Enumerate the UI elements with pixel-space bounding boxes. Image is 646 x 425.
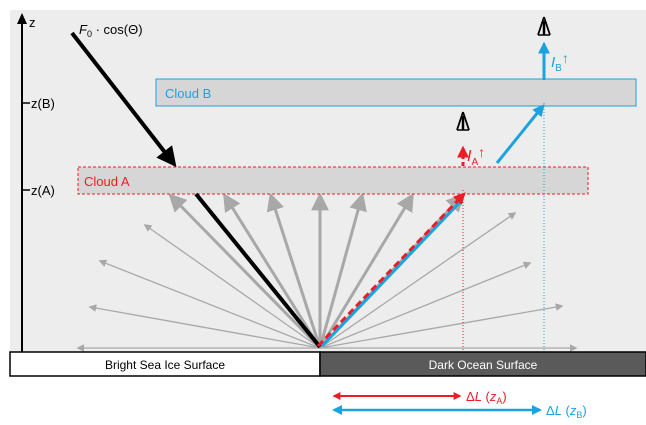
path-b-between-clouds	[495, 104, 545, 164]
offset-b-label: ΔL (zB)	[546, 403, 587, 420]
z-tick-a-label: z(A)	[31, 183, 55, 198]
z-axis-label: z	[29, 15, 36, 30]
cloud-a-label: Cloud A	[84, 174, 130, 189]
scatter-ray	[143, 224, 321, 349]
scatter-ray	[266, 192, 322, 349]
path-a-reflected	[316, 192, 466, 348]
scatter-ray	[98, 259, 321, 349]
incident-beam-upper	[70, 31, 177, 168]
offset-a-label: ΔL (zA)	[466, 389, 507, 406]
scatter-ray	[319, 261, 532, 349]
scatter-ray	[319, 212, 517, 349]
scatter-ray	[318, 192, 414, 349]
scatter-ray	[168, 193, 322, 350]
radiance-a-label: IA↑	[467, 144, 485, 168]
path-b-reflected	[320, 198, 464, 348]
radiance-b-label: IB↑	[551, 50, 569, 74]
ocean-surface-label: Dark Ocean Surface	[429, 358, 538, 372]
sea-ice-surface-label: Bright Sea Ice Surface	[105, 358, 225, 372]
scatter-ray	[88, 304, 321, 349]
incident-beam-lower	[194, 192, 322, 349]
z-tick-b-label: z(B)	[31, 96, 55, 111]
scatter-ray	[223, 192, 322, 349]
cloud-b-label: Cloud B	[165, 86, 211, 101]
incident-flux-label: F0 · cos(Θ)	[79, 22, 143, 39]
z-axis-arrowhead	[17, 13, 27, 24]
sensor-b-icon	[537, 16, 551, 36]
cloud-b-layer	[155, 78, 637, 107]
cloud-a-layer	[77, 166, 589, 195]
scatter-ray	[318, 192, 367, 349]
sensor-a-icon	[456, 111, 470, 131]
ocean-surface	[319, 351, 646, 377]
scatter-ray	[319, 303, 564, 349]
